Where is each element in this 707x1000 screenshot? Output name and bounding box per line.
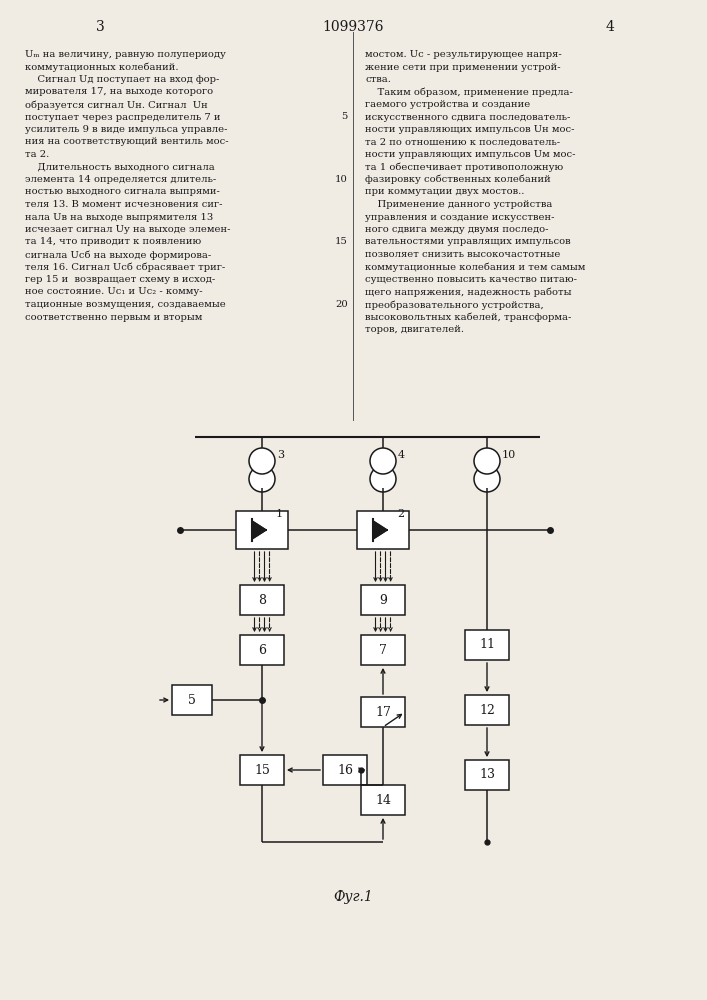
- Text: торов, двигателей.: торов, двигателей.: [365, 325, 464, 334]
- Text: 10: 10: [502, 450, 516, 460]
- Text: 5: 5: [188, 694, 196, 706]
- Text: 10: 10: [335, 175, 348, 184]
- Text: Сигнал Uд поступает на вход фор-: Сигнал Uд поступает на вход фор-: [25, 75, 219, 84]
- Text: ное состояние. Uс₁ и Uс₂ - комму-: ное состояние. Uс₁ и Uс₂ - комму-: [25, 288, 203, 296]
- Text: существенно повысить качество питаю-: существенно повысить качество питаю-: [365, 275, 577, 284]
- Circle shape: [370, 448, 396, 474]
- Text: та 2.: та 2.: [25, 150, 49, 159]
- Text: жение сети при применении устрой-: жение сети при применении устрой-: [365, 62, 561, 72]
- Text: теля 16. Сигнал Uсб сбрасявает триг-: теля 16. Сигнал Uсб сбрасявает триг-: [25, 262, 226, 272]
- Circle shape: [249, 466, 275, 492]
- Text: 4: 4: [398, 450, 405, 460]
- Text: коммутационных колебаний.: коммутационных колебаний.: [25, 62, 178, 72]
- Text: 2: 2: [397, 509, 404, 519]
- Text: высоковольтных кабелей, трансформа-: высоковольтных кабелей, трансформа-: [365, 312, 571, 322]
- Text: 9: 9: [379, 593, 387, 606]
- Text: 8: 8: [258, 593, 266, 606]
- Text: 15: 15: [254, 764, 270, 776]
- Text: тационные возмущения, создаваемые: тационные возмущения, создаваемые: [25, 300, 226, 309]
- Bar: [240, 755, 284, 785]
- Text: 16: 16: [337, 764, 353, 776]
- Bar: [361, 635, 405, 665]
- Text: Применение данного устройства: Применение данного устройства: [365, 200, 552, 209]
- Bar: [465, 695, 509, 725]
- Text: 15: 15: [335, 237, 348, 246]
- Bar: [465, 760, 509, 790]
- Text: элемента 14 определяется длитель-: элемента 14 определяется длитель-: [25, 175, 216, 184]
- Text: 11: 11: [479, 639, 495, 652]
- Text: та 1 обеспечивает противоположную: та 1 обеспечивает противоположную: [365, 162, 563, 172]
- Text: фазировку собственных колебаний: фазировку собственных колебаний: [365, 175, 551, 184]
- Text: гаемого устройства и создание: гаемого устройства и создание: [365, 100, 530, 109]
- Circle shape: [474, 466, 500, 492]
- Text: 3: 3: [95, 20, 105, 34]
- Text: Фуг.1: Фуг.1: [333, 890, 373, 904]
- Text: вательностями управлящих импульсов: вательностями управлящих импульсов: [365, 237, 571, 246]
- Text: ностью выходного сигнала выпрями-: ностью выходного сигнала выпрями-: [25, 188, 220, 196]
- Circle shape: [249, 448, 275, 474]
- Text: 7: 7: [379, 644, 387, 656]
- Bar: [361, 697, 405, 727]
- Text: Длительность выходного сигнала: Длительность выходного сигнала: [25, 162, 215, 172]
- Bar: [236, 511, 288, 549]
- Text: 12: 12: [479, 704, 495, 716]
- Text: ного сдвига между двумя последо-: ного сдвига между двумя последо-: [365, 225, 549, 234]
- Text: Uₘ на величину, равную полупериоду: Uₘ на величину, равную полупериоду: [25, 50, 226, 59]
- Text: позволяет снизить высокочастотные: позволяет снизить высокочастотные: [365, 250, 561, 259]
- Text: нала Uв на выходе выпрямителя 13: нала Uв на выходе выпрямителя 13: [25, 213, 214, 222]
- Text: 17: 17: [375, 706, 391, 718]
- Text: мирователя 17, на выходе которого: мирователя 17, на выходе которого: [25, 88, 213, 97]
- Text: поступает через распределитель 7 и: поступает через распределитель 7 и: [25, 112, 221, 121]
- Text: соответственно первым и вторым: соответственно первым и вторым: [25, 312, 202, 322]
- Text: 4: 4: [606, 20, 614, 34]
- Text: образуется сигнал Uн. Сигнал  Uн: образуется сигнал Uн. Сигнал Uн: [25, 100, 208, 109]
- Text: ности управляющих импульсов Uн мос-: ности управляющих импульсов Uн мос-: [365, 125, 575, 134]
- Text: та 14, что приводит к появлению: та 14, что приводит к появлению: [25, 237, 201, 246]
- Text: 20: 20: [335, 300, 348, 309]
- Text: ства.: ства.: [365, 75, 391, 84]
- Text: теля 13. В момент исчезновения сиг-: теля 13. В момент исчезновения сиг-: [25, 200, 223, 209]
- Text: щего напряжения, надежность работы: щего напряжения, надежность работы: [365, 288, 571, 297]
- Text: 14: 14: [375, 794, 391, 806]
- Bar: [323, 755, 367, 785]
- Text: ности управляющих импульсов Uм мос-: ности управляющих импульсов Uм мос-: [365, 150, 575, 159]
- Text: мостом. Uс - результирующее напря-: мостом. Uс - результирующее напря-: [365, 50, 562, 59]
- Text: искусственного сдвига последователь-: искусственного сдвига последователь-: [365, 112, 571, 121]
- Text: 6: 6: [258, 644, 266, 656]
- Circle shape: [474, 448, 500, 474]
- Text: 1: 1: [276, 509, 283, 519]
- Text: та 2 по отношению к последователь-: та 2 по отношению к последователь-: [365, 137, 560, 146]
- Text: 5: 5: [341, 112, 348, 121]
- Text: усилитель 9 в виде импульса управле-: усилитель 9 в виде импульса управле-: [25, 125, 228, 134]
- Text: Таким образом, применение предла-: Таким образом, применение предла-: [365, 88, 573, 97]
- Bar: [172, 685, 212, 715]
- Bar: [465, 630, 509, 660]
- Bar: [361, 585, 405, 615]
- Text: 1099376: 1099376: [322, 20, 384, 34]
- Text: при коммутации двух мостов..: при коммутации двух мостов..: [365, 188, 525, 196]
- Text: преобразовательного устройства,: преобразовательного устройства,: [365, 300, 544, 310]
- Circle shape: [370, 466, 396, 492]
- Text: гер 15 и  возвращает схему в исход-: гер 15 и возвращает схему в исход-: [25, 275, 215, 284]
- Text: 13: 13: [479, 768, 495, 782]
- Text: управления и создание искусствен-: управления и создание искусствен-: [365, 213, 554, 222]
- Bar: [361, 785, 405, 815]
- Bar: [357, 511, 409, 549]
- Bar: [240, 585, 284, 615]
- Text: 3: 3: [277, 450, 284, 460]
- Polygon shape: [373, 521, 387, 539]
- Text: ния на соответствующий вентиль мос-: ния на соответствующий вентиль мос-: [25, 137, 228, 146]
- Bar: [240, 635, 284, 665]
- Polygon shape: [252, 521, 266, 539]
- Text: сигнала Uсб на выходе формирова-: сигнала Uсб на выходе формирова-: [25, 250, 211, 259]
- Text: исчезает сигнал Uу на выходе элемен-: исчезает сигнал Uу на выходе элемен-: [25, 225, 230, 234]
- Text: коммутационные колебания и тем самым: коммутационные колебания и тем самым: [365, 262, 585, 272]
